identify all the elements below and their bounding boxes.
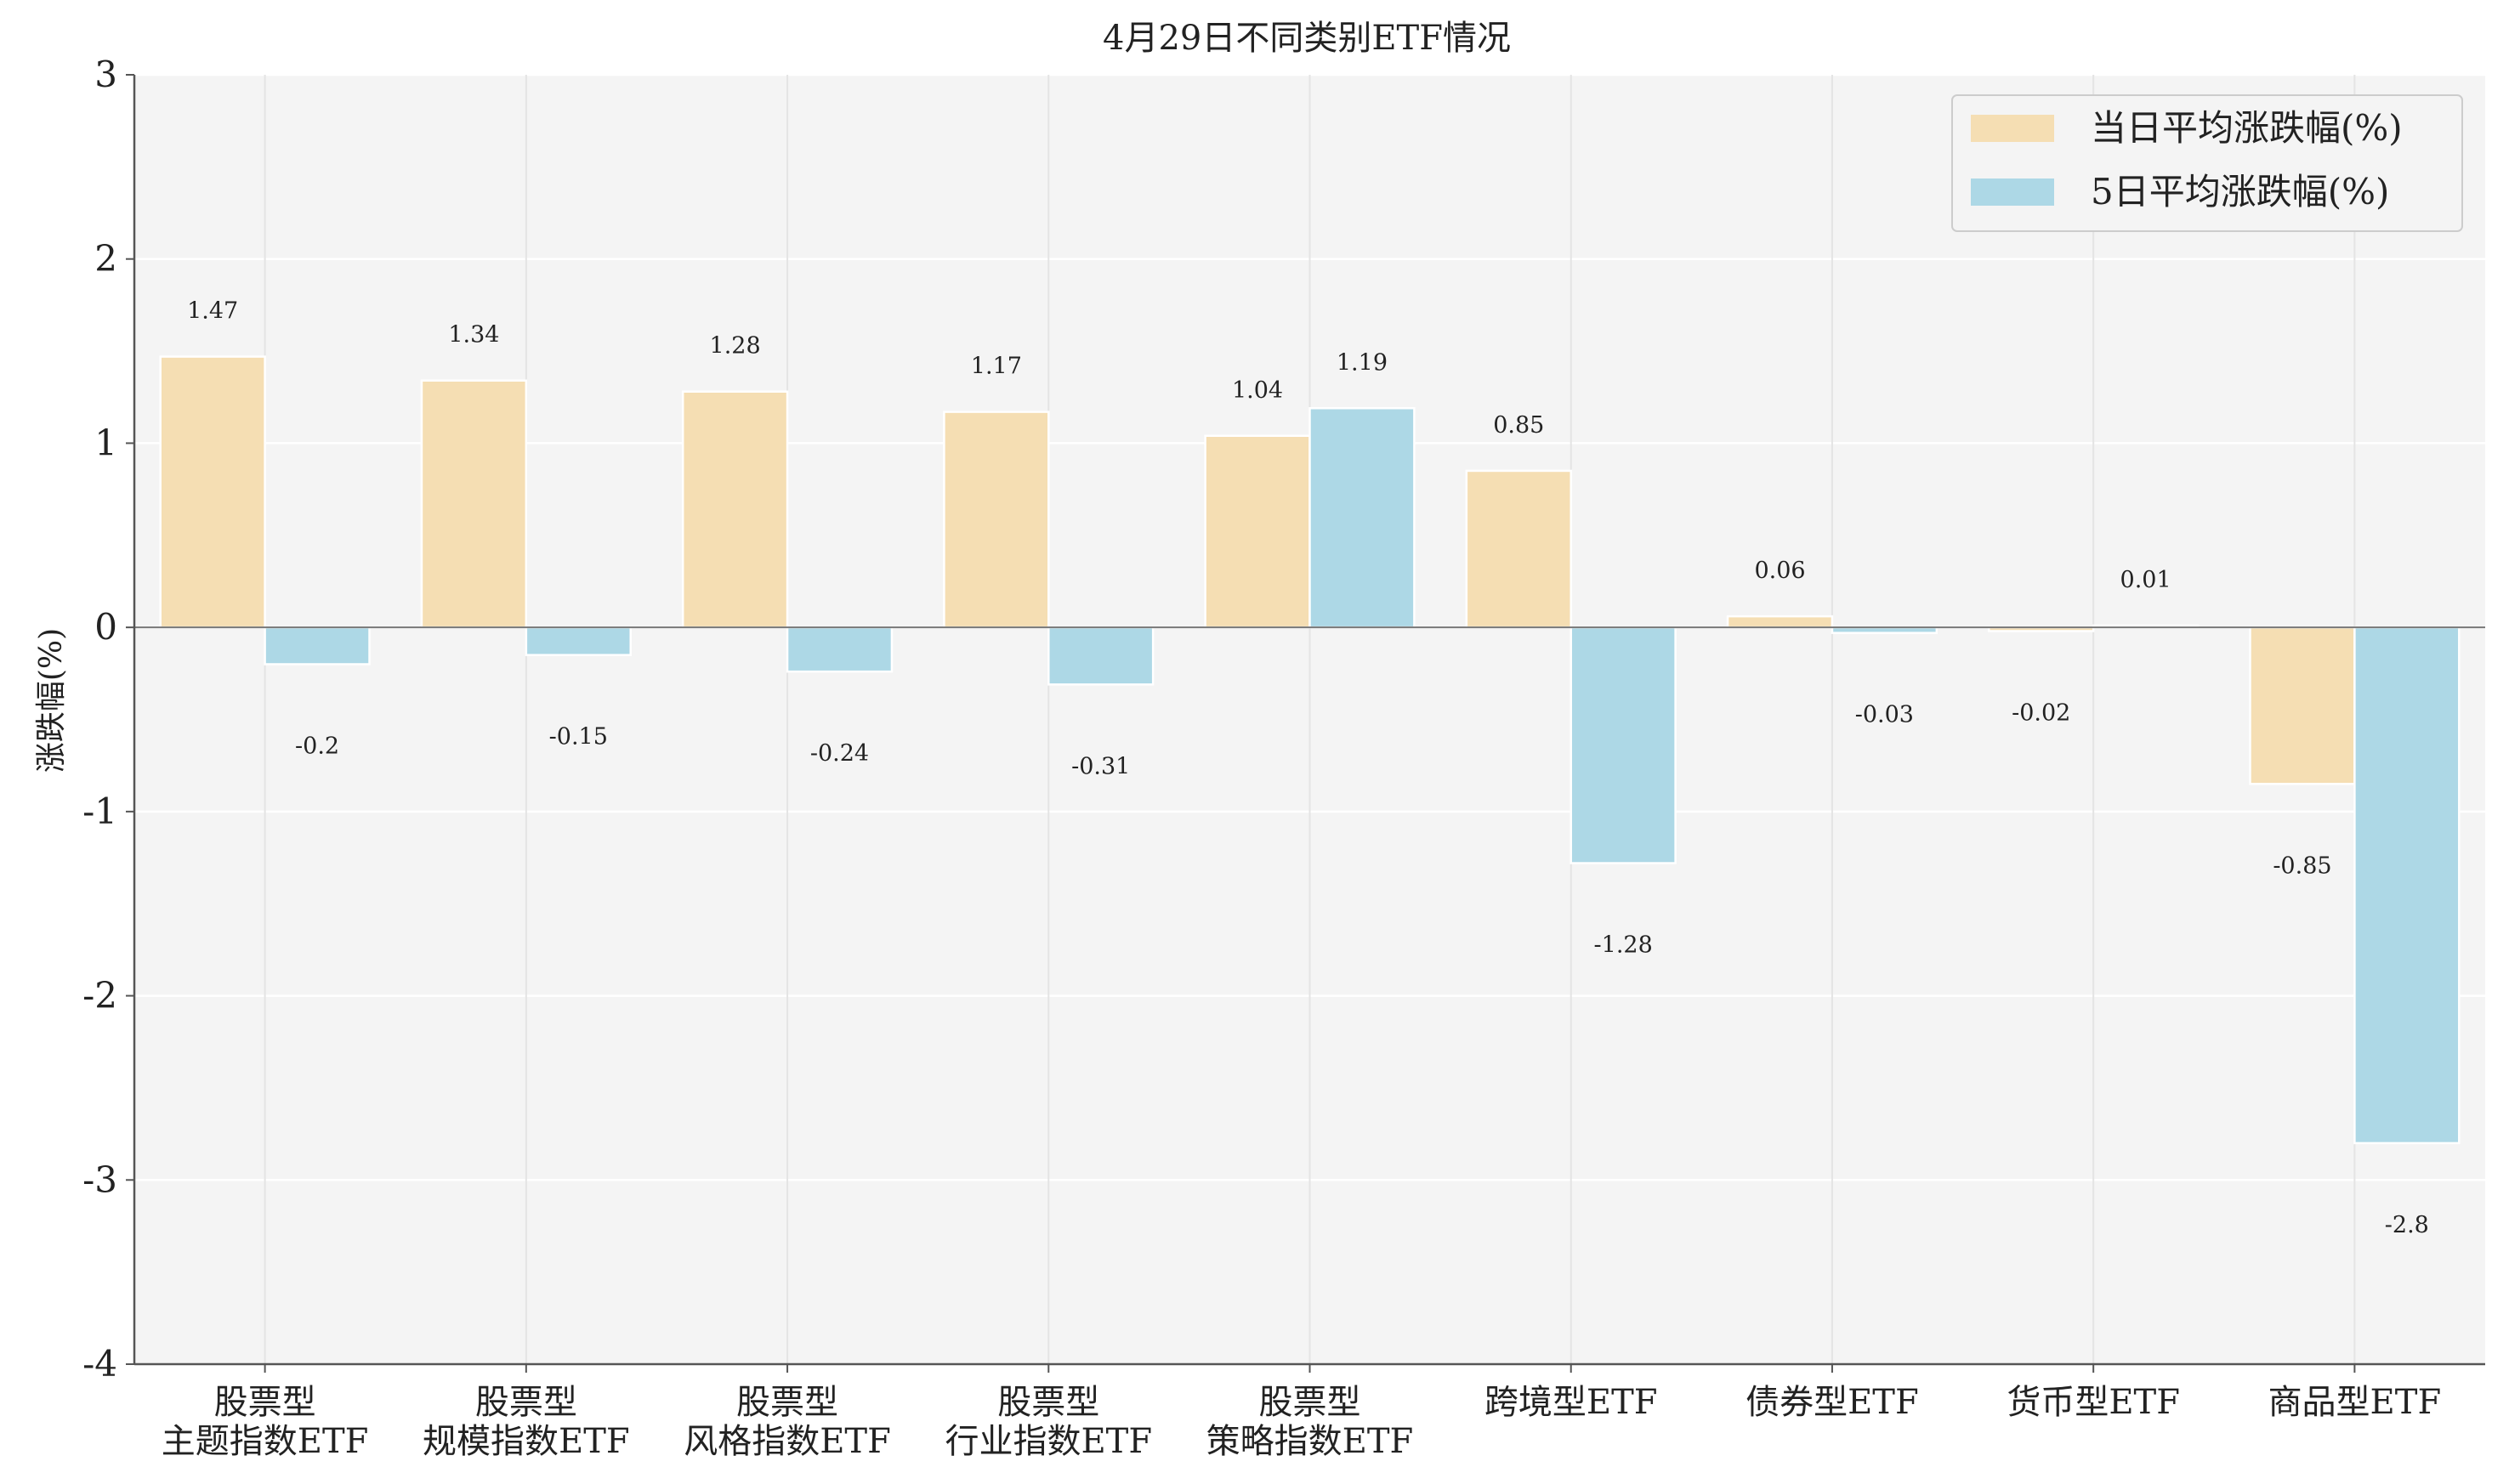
data-label-daily: -0.85 (2273, 852, 2331, 879)
bar-5day (1047, 626, 1155, 686)
bar-daily (1726, 615, 1834, 629)
data-label-daily: 1.17 (971, 354, 1022, 380)
y-ticks: 3 2 1 0 -1 -2 -3 -4 (82, 54, 134, 1385)
bars (159, 355, 2461, 1145)
x-tick-label: 债券型ETF (1746, 1383, 1919, 1422)
legend-swatch-daily (1971, 115, 2054, 142)
bar-5day (2353, 626, 2461, 1145)
bar-daily (1465, 469, 1572, 629)
data-label-daily: 1.04 (1232, 377, 1283, 404)
data-label-daily: 1.28 (710, 333, 761, 360)
bar-daily (2249, 626, 2356, 785)
y-tick-label: -1 (82, 790, 117, 832)
data-label-5day: -0.15 (549, 724, 608, 750)
data-label-5day: -0.03 (1855, 702, 1914, 728)
legend-label-daily: 当日平均涨跌幅(%) (2091, 107, 2403, 149)
bar-5day (1308, 407, 1416, 629)
legend: 当日平均涨跌幅(%) 5日平均涨跌幅(%) (1951, 94, 2463, 232)
y-tick-label: -2 (82, 975, 117, 1017)
bar-daily (943, 411, 1050, 629)
data-labels: 1.47 1.34 1.28 1.17 1.04 0.85 0.06 -0.02 -0.85 -0… (187, 298, 2429, 1238)
y-tick-label: 3 (94, 54, 117, 95)
data-label-daily: 1.34 (448, 322, 499, 348)
x-tick-label: 商品型ETF (2268, 1383, 2442, 1422)
data-label-daily: 1.47 (187, 298, 238, 325)
data-label-5day: -0.31 (1071, 753, 1130, 779)
y-tick-label: 2 (94, 238, 117, 280)
bar-daily (1204, 434, 1311, 629)
x-tick-label: 股票型规模指数ETF (423, 1383, 630, 1461)
x-tick-label: 跨境型ETF (1484, 1383, 1658, 1422)
data-label-daily: 0.06 (1754, 558, 1805, 584)
y-tick-label: 0 (94, 606, 117, 648)
data-label-daily: -0.02 (2012, 700, 2070, 726)
legend-label-5day: 5日平均涨跌幅(%) (2091, 171, 2389, 212)
bar-5day (1570, 626, 1677, 864)
bar-daily (420, 379, 528, 629)
chart-title: 4月29日不同类别ETF情况 (1103, 19, 1511, 58)
bar-5day (525, 626, 632, 656)
x-tick-label: 货币型ETF (2007, 1383, 2180, 1422)
bar-daily (159, 355, 266, 629)
data-label-5day: 0.01 (2120, 567, 2171, 593)
legend-swatch-5day (1971, 178, 2054, 206)
x-tick-label: 股票型主题指数ETF (162, 1383, 369, 1461)
legend-box (1951, 94, 2463, 232)
y-tick-label: -3 (82, 1158, 117, 1200)
bar-daily (681, 390, 789, 629)
x-ticks: 股票型主题指数ETF 股票型规模指数ETF 股票型风格指数ETF 股票型行业指数ETF… (162, 1364, 2441, 1461)
x-tick-label: 股票型风格指数ETF (684, 1383, 891, 1461)
y-axis-label: 涨跌幅(%) (34, 628, 69, 773)
y-tick-label: -4 (82, 1343, 117, 1385)
bar-5day (264, 626, 371, 666)
data-label-5day: -1.28 (1594, 932, 1653, 959)
data-label-5day: 1.19 (1337, 349, 1388, 376)
x-tick-label: 股票型行业指数ETF (945, 1383, 1152, 1461)
x-tick-label: 股票型策略指数ETF (1206, 1383, 1414, 1461)
data-label-5day: -2.8 (2385, 1212, 2429, 1238)
y-tick-label: 1 (94, 422, 117, 463)
data-label-daily: 0.85 (1493, 412, 1544, 439)
data-label-5day: -0.2 (295, 733, 339, 759)
data-label-5day: -0.24 (810, 740, 869, 767)
bar-5day (786, 626, 894, 673)
